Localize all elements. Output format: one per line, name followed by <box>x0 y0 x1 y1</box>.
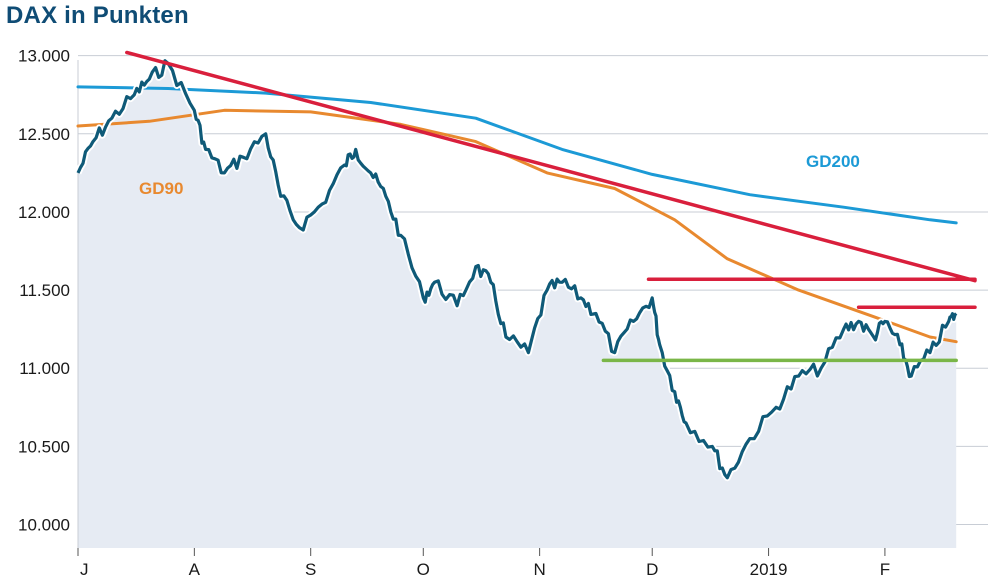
y-tick-label: 10.500 <box>18 437 70 456</box>
gd90-line <box>76 108 958 344</box>
series-lines <box>74 50 977 482</box>
trend-line <box>125 50 977 283</box>
series-labels: GD200 GD90 <box>139 152 860 198</box>
x-tick-label: N <box>533 560 545 579</box>
dax-area-fill <box>78 60 957 548</box>
y-tick-label: 12.500 <box>18 125 70 144</box>
x-tick-label: S <box>305 560 316 579</box>
y-tick-label: 11.500 <box>19 281 70 300</box>
dax-line <box>76 59 958 480</box>
x-axis-ticks: J A S O N D 2019 F <box>77 60 890 579</box>
x-tick-label: O <box>417 560 430 579</box>
chart-title: DAX in Punkten <box>6 2 189 29</box>
gd200-line <box>76 85 958 225</box>
x-tick-label: F <box>880 560 890 579</box>
x-tick-label: A <box>189 560 201 579</box>
y-axis-ticks: 13.000 12.500 12.000 11.500 11.000 10.500 10.0… <box>18 47 70 535</box>
x-tick-label: D <box>646 560 658 579</box>
gd90-label: GD90 <box>139 179 183 198</box>
y-tick-label: 12.000 <box>18 203 70 222</box>
x-tick-label: J <box>80 560 89 579</box>
x-tick-label: 2019 <box>750 560 788 579</box>
y-tick-label: 10.000 <box>18 516 70 535</box>
y-tick-label: 11.000 <box>19 359 70 378</box>
y-tick-label: 13.000 <box>18 47 70 66</box>
gd200-label: GD200 <box>806 152 860 171</box>
